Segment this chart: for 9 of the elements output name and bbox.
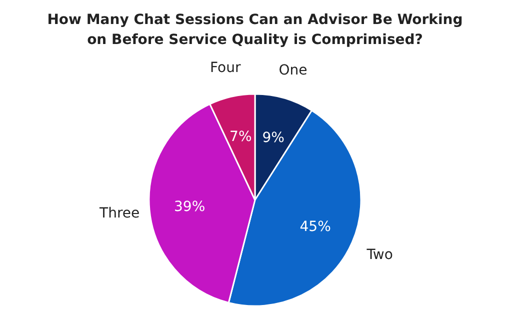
slice-label: Four <box>210 60 241 76</box>
data-label: 39% <box>174 199 206 216</box>
data-label: 7% <box>230 128 252 145</box>
slice-label: Two <box>366 246 393 263</box>
data-label: 45% <box>300 219 331 235</box>
slice-label: One <box>278 62 308 78</box>
slice-label: Three <box>98 206 140 222</box>
data-label: 9% <box>262 130 284 146</box>
chart-title: How Many Chat Sessions Can an Advisor Be Working on Before Service Quality is Comprimised? <box>47 12 463 48</box>
